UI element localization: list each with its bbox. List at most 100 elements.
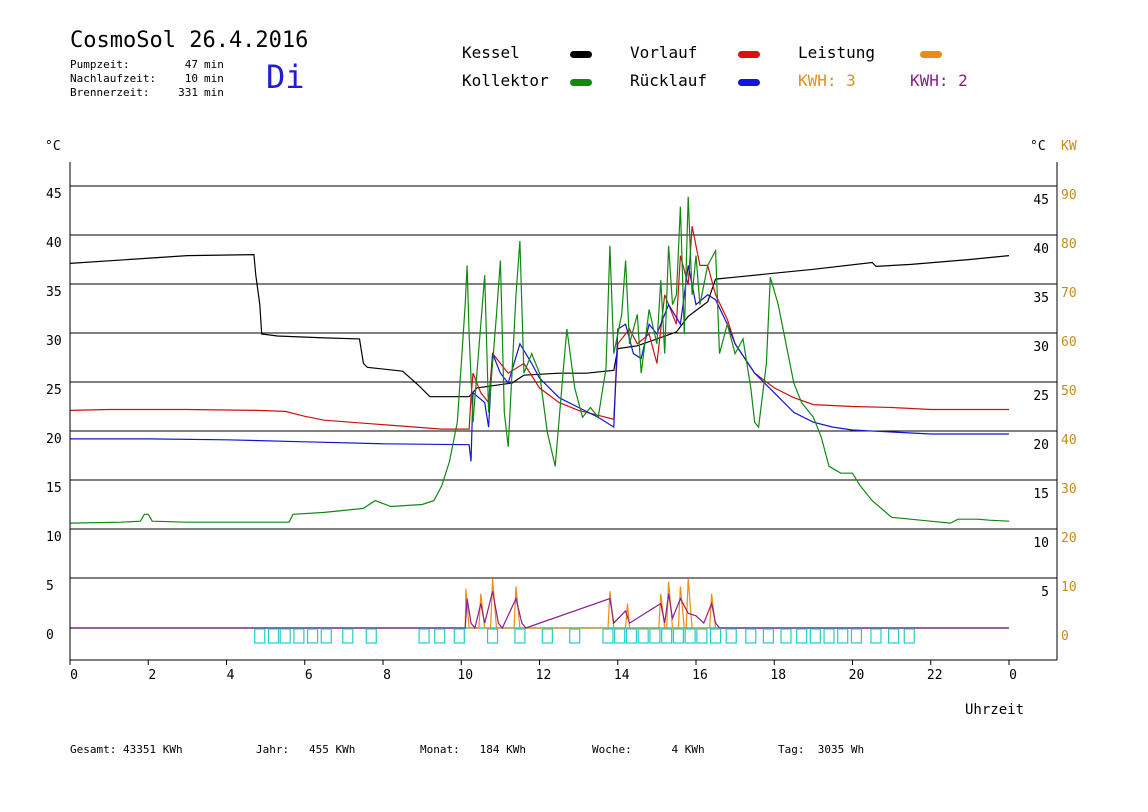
stat-unit: min xyxy=(204,86,224,99)
stat-label: Brennerzeit: xyxy=(70,86,150,99)
pump-marker xyxy=(514,628,526,644)
x-tick-label: 22 xyxy=(927,668,943,683)
y-tick-right: 30 xyxy=(1033,340,1049,355)
left-axis-unit: °C xyxy=(45,139,61,154)
chart-title: CosmoSol 26.4.2016 xyxy=(70,28,309,53)
pump-marker xyxy=(320,628,332,644)
stat-brennerzeit: Brennerzeit: 331 min xyxy=(70,86,224,99)
y-tick-kw: 20 xyxy=(1061,531,1077,546)
footer-gesamt: Gesamt: 43351 KWh xyxy=(70,743,183,756)
pump-marker xyxy=(709,628,722,644)
x-tick-label: 10 xyxy=(457,668,473,683)
y-tick-right: 10 xyxy=(1033,536,1049,551)
footer-woche: Woche: 4 KWh xyxy=(592,743,705,756)
y-tick-kw: 0 xyxy=(1061,629,1069,644)
pump-marker xyxy=(418,628,430,644)
stat-pumpzeit: Pumpzeit: 47 min xyxy=(70,58,224,71)
footer-tag: Tag: 3035 Wh xyxy=(778,743,864,756)
pump-marker xyxy=(453,628,465,644)
x-tick-label: 8 xyxy=(383,668,391,683)
x-tick-label: 6 xyxy=(305,668,313,683)
pump-marker xyxy=(823,628,835,644)
y-tick-left: 5 xyxy=(46,579,54,594)
y-tick-left: 30 xyxy=(46,334,62,349)
legend-kollektor-swatch xyxy=(570,79,592,86)
pump-marker xyxy=(780,628,792,644)
pump-marker xyxy=(725,628,737,644)
series-layer xyxy=(69,196,1010,630)
footer-value: 455 KWh xyxy=(309,743,356,756)
series-line-kessel xyxy=(69,253,1010,398)
y-tick-right: 35 xyxy=(1033,291,1049,306)
pump-marker xyxy=(684,628,696,644)
footer-label: Woche: xyxy=(592,743,632,756)
pump-marker xyxy=(569,628,581,644)
legend-leistung-swatch xyxy=(920,51,942,58)
x-axis-label: Uhrzeit xyxy=(965,702,1025,718)
x-tick-label: 20 xyxy=(849,668,865,683)
footer-label: Monat: xyxy=(420,743,460,756)
pump-marker xyxy=(293,628,305,644)
pump-marker xyxy=(903,628,915,644)
legend-kollektor-label: Kollektor xyxy=(462,71,549,90)
y-tick-kw: 80 xyxy=(1061,237,1077,252)
y-tick-right: 15 xyxy=(1033,487,1049,502)
pump-marker xyxy=(762,628,774,644)
x-tick-label: 16 xyxy=(692,668,708,683)
y-tick-right: 25 xyxy=(1033,389,1049,404)
x-tick-label: 14 xyxy=(614,668,630,683)
stat-unit: min xyxy=(204,72,224,85)
pump-marker xyxy=(809,628,821,644)
y-tick-left: 0 xyxy=(46,628,54,643)
y-tick-left: 10 xyxy=(46,530,62,545)
legend-ruecklauf-swatch xyxy=(738,79,760,86)
footer-value: 3035 Wh xyxy=(817,743,865,756)
y-tick-right: 5 xyxy=(1041,585,1049,600)
y-tick-right: 40 xyxy=(1033,242,1049,257)
right-axis-unit: °C xyxy=(1030,139,1046,154)
pump-marker xyxy=(279,628,291,644)
tick-layer: 0510152025303540455101520253035404501020… xyxy=(46,187,1077,683)
y-tick-kw: 70 xyxy=(1061,286,1077,301)
series-line-ruecklauf xyxy=(70,265,1009,462)
pump-marker xyxy=(672,628,684,644)
x-tick-label: 0 xyxy=(70,668,78,683)
y-tick-kw: 90 xyxy=(1061,188,1077,203)
series-line-vorlauf xyxy=(69,226,1009,430)
legend-vorlauf-label: Vorlauf xyxy=(630,43,698,62)
kw-line-kwh2 xyxy=(70,591,1009,630)
footer-jahr: Jahr: 455 KWh xyxy=(256,743,355,756)
y-tick-right: 45 xyxy=(1033,193,1049,208)
pump-marker-layer xyxy=(254,628,915,644)
pump-marker xyxy=(541,628,553,644)
legend-kessel-label: Kessel xyxy=(462,43,520,62)
legend-vorlauf-swatch xyxy=(738,51,760,58)
footer-value: 184 KWh xyxy=(479,743,526,756)
x-tick-label: 2 xyxy=(148,668,156,683)
kw-axis-unit: KW xyxy=(1061,139,1077,154)
stat-label: Pumpzeit: xyxy=(70,58,130,71)
weekday-label: Di xyxy=(266,58,305,96)
pump-marker xyxy=(306,628,319,644)
pump-marker xyxy=(486,628,499,644)
pump-marker xyxy=(602,628,614,644)
pump-marker xyxy=(887,628,900,644)
pump-marker xyxy=(254,628,266,644)
legend-kwh2-label: KWH: 2 xyxy=(910,71,968,90)
pump-marker xyxy=(696,628,708,644)
footer-label: Gesamt: xyxy=(70,743,117,756)
legend-kwh1-label: KWH: 3 xyxy=(798,71,856,90)
x-tick-label: 18 xyxy=(770,668,786,683)
y-tick-right: 20 xyxy=(1033,438,1049,453)
legend-kessel-swatch xyxy=(570,51,592,58)
footer-value: 43351 KWh xyxy=(122,743,183,756)
footer-label: Tag: xyxy=(778,743,805,756)
pump-marker xyxy=(342,628,354,644)
pump-marker xyxy=(434,628,446,644)
pump-marker xyxy=(837,628,849,644)
pump-marker xyxy=(637,628,649,644)
y-tick-kw: 30 xyxy=(1061,482,1077,497)
pump-marker xyxy=(267,628,280,644)
y-tick-left: 20 xyxy=(46,432,62,447)
pump-marker xyxy=(870,628,882,644)
